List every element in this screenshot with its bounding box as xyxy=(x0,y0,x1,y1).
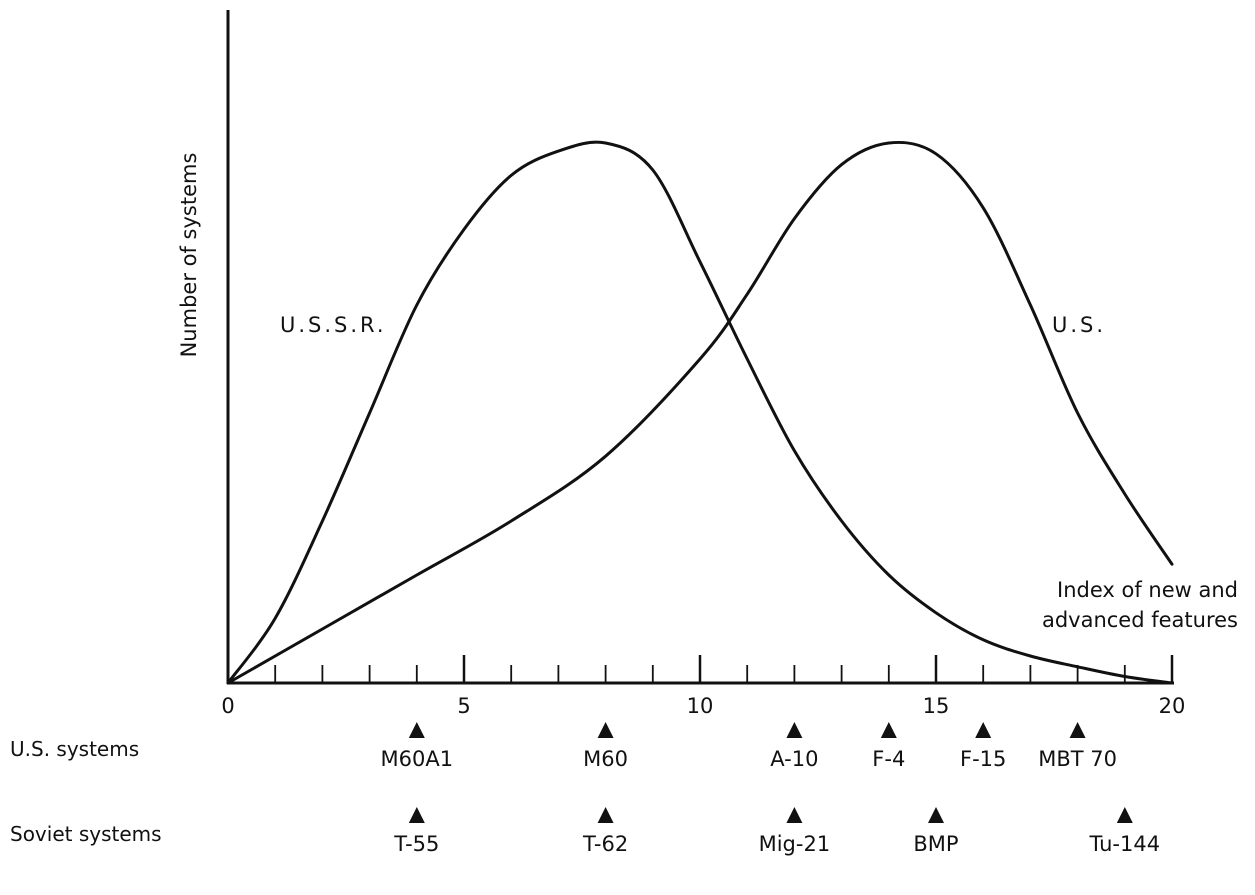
x-axis-title-line: Index of new and xyxy=(1057,578,1238,602)
y-axis-title: Number of systems xyxy=(177,153,201,358)
system-label: T-55 xyxy=(393,832,439,856)
system-marker-triangle xyxy=(928,807,944,823)
x-axis-ticks: 0 5 10 15 20 xyxy=(221,655,1185,718)
system-marker-triangle xyxy=(975,722,992,738)
system-label: F-4 xyxy=(872,747,905,771)
axes xyxy=(226,10,1174,685)
system-marker-triangle xyxy=(597,807,614,823)
system-marker-triangle xyxy=(1116,807,1133,823)
curve-us xyxy=(226,140,1174,685)
x-tick-label: 15 xyxy=(923,694,950,718)
system-marker-triangle xyxy=(408,807,425,823)
row-label: Soviet systems xyxy=(10,822,162,846)
system-label: Mig-21 xyxy=(759,832,831,856)
system-label: M60 xyxy=(583,747,628,771)
system-marker-triangle xyxy=(786,807,803,823)
system-label: A-10 xyxy=(770,747,818,771)
curve-label-ussr: U.S.S.R. xyxy=(280,313,387,337)
system-label: MBT 70 xyxy=(1038,747,1117,771)
x-tick-label: 20 xyxy=(1159,694,1186,718)
system-label: F-15 xyxy=(960,747,1006,771)
system-label: Tu-144 xyxy=(1088,832,1160,856)
x-tick-label: 5 xyxy=(457,694,470,718)
curves xyxy=(226,140,1174,685)
x-axis-title-line: advanced features xyxy=(1042,608,1238,632)
system-marker-triangle xyxy=(1069,722,1086,738)
curve-label-us: U.S. xyxy=(1052,313,1106,337)
system-marker-triangle xyxy=(597,722,614,738)
row-label: U.S. systems xyxy=(10,737,139,761)
curve-ussr xyxy=(226,140,1174,685)
system-marker-rows: U.S. systems M60A1 M60 A-10 F-4 F-15 MBT 70 Sov… xyxy=(10,722,1160,856)
axis-titles: Number of systems Index of new and advance… xyxy=(177,153,1238,632)
system-marker-triangle xyxy=(880,722,897,738)
system-label: T-62 xyxy=(582,832,628,856)
curve-labels: U.S.S.R. U.S. xyxy=(280,313,1106,337)
x-tick-label: 10 xyxy=(687,694,714,718)
system-marker-triangle xyxy=(786,722,803,738)
x-tick-label: 0 xyxy=(221,694,234,718)
system-label: M60A1 xyxy=(381,747,454,771)
system-label: BMP xyxy=(913,832,958,856)
system-marker-triangle xyxy=(408,722,425,738)
